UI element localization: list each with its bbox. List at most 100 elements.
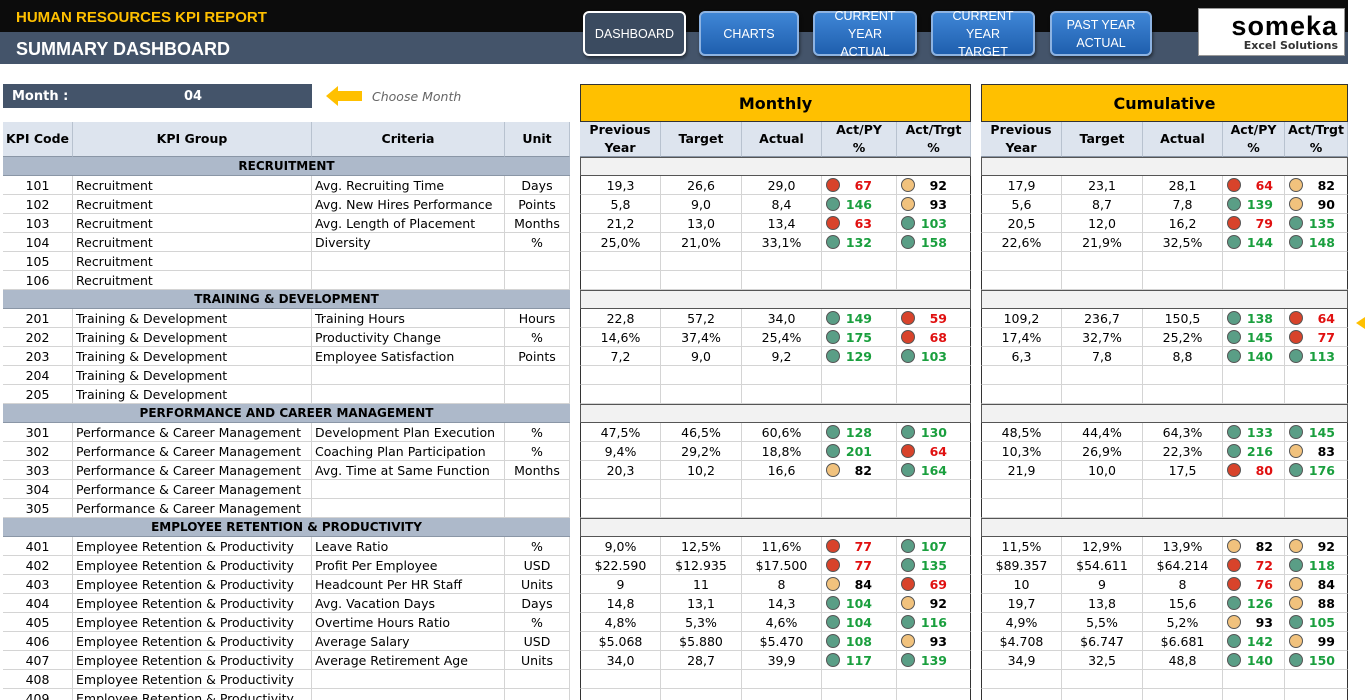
status-dot — [1227, 197, 1241, 211]
indicator-cell: 82 — [822, 461, 897, 480]
table-cell — [505, 252, 570, 271]
status-dot — [1289, 634, 1303, 648]
table-cell — [580, 366, 661, 385]
indicator-value: 84 — [1317, 576, 1335, 592]
status-dot — [826, 311, 840, 325]
indicator-cell: 201 — [822, 442, 897, 461]
indicator-cell: 133 — [1223, 423, 1285, 442]
table-cell: 9,0% — [580, 537, 661, 556]
table-cell — [1062, 385, 1143, 404]
nav-button[interactable]: CHARTS — [699, 11, 799, 56]
table-cell — [1143, 499, 1223, 518]
table-cell: 18,8% — [742, 442, 822, 461]
table-cell: Recruitment — [73, 252, 312, 271]
nav-button[interactable]: CURRENT YEAR ACTUAL — [813, 9, 917, 59]
status-dot — [1227, 596, 1241, 610]
indicator-value: 64 — [929, 443, 947, 459]
table-cell: 48,8 — [1143, 651, 1223, 670]
indicator-cell: 148 — [1285, 233, 1348, 252]
table-cell: 22,3% — [1143, 442, 1223, 461]
table-cell: 25,4% — [742, 328, 822, 347]
table-cell: % — [505, 233, 570, 252]
table-cell: 32,5% — [1143, 233, 1223, 252]
status-dot — [1227, 197, 1241, 211]
table-cell — [742, 499, 822, 518]
indicator-value: 76 — [1255, 576, 1273, 592]
table-cell: 12,5% — [661, 537, 742, 556]
indicator-cell: 77 — [1285, 328, 1348, 347]
status-dot — [826, 330, 840, 344]
logo[interactable]: someka Excel Solutions — [1198, 8, 1345, 56]
indicator-cell: 64 — [1285, 309, 1348, 328]
column-header: Actual — [1143, 122, 1223, 157]
status-dot — [901, 634, 915, 648]
table-cell — [1143, 689, 1223, 700]
status-dot — [901, 311, 915, 325]
status-dot — [1227, 330, 1241, 344]
table-cell — [1143, 252, 1223, 271]
panel-title: Monthly — [580, 84, 971, 122]
table-cell: 19,7 — [981, 594, 1062, 613]
status-dot — [1227, 634, 1241, 648]
table-cell: $5.470 — [742, 632, 822, 651]
table-cell: Months — [505, 461, 570, 480]
status-dot — [901, 330, 915, 344]
table-cell — [1062, 499, 1143, 518]
indicator-cell: 64 — [897, 442, 971, 461]
indicator-cell — [822, 670, 897, 689]
indicator-cell — [897, 689, 971, 700]
nav-button[interactable]: CURRENT YEAR TARGET — [931, 9, 1035, 59]
status-dot — [901, 634, 915, 648]
indicator-cell — [1285, 689, 1348, 700]
table-cell — [505, 689, 570, 700]
status-dot — [1227, 634, 1241, 648]
month-value[interactable]: 04 — [183, 88, 203, 104]
nav-button[interactable]: DASHBOARD — [583, 11, 686, 56]
indicator-cell: 118 — [1285, 556, 1348, 575]
indicator-cell: 77 — [822, 556, 897, 575]
status-dot — [826, 539, 840, 553]
status-dot — [1289, 311, 1303, 325]
status-dot — [1289, 615, 1303, 629]
table-cell: 201 — [3, 309, 73, 328]
table-cell: 46,5% — [661, 423, 742, 442]
status-dot — [1289, 330, 1303, 344]
table-cell: 10 — [981, 575, 1062, 594]
table-cell: 6,3 — [981, 347, 1062, 366]
indicator-cell: 76 — [1223, 575, 1285, 594]
table-cell — [661, 499, 742, 518]
indicator-cell: 145 — [1285, 423, 1348, 442]
status-dot — [1289, 349, 1303, 363]
status-dot — [826, 444, 840, 458]
nav-button[interactable]: PAST YEAR ACTUAL — [1050, 11, 1152, 56]
indicator-cell: 93 — [897, 632, 971, 651]
table-cell: 57,2 — [661, 309, 742, 328]
column-header: Previous Year — [981, 122, 1062, 157]
status-dot — [901, 653, 915, 667]
table-cell — [742, 271, 822, 290]
table-cell — [981, 252, 1062, 271]
indicator-cell: 82 — [1223, 537, 1285, 556]
indicator-value: 59 — [929, 310, 947, 326]
indicator-cell: 132 — [822, 233, 897, 252]
status-dot — [1227, 425, 1241, 439]
indicator-value: 135 — [920, 557, 947, 573]
table-cell: 407 — [3, 651, 73, 670]
table-cell: Units — [505, 575, 570, 594]
month-label: Month : — [12, 88, 69, 104]
status-dot — [826, 577, 840, 591]
indicator-value: 145 — [1308, 424, 1335, 440]
indicator-cell: 126 — [1223, 594, 1285, 613]
table-cell: 4,8% — [580, 613, 661, 632]
indicator-value: 140 — [1246, 348, 1273, 364]
table-cell: 13,9% — [1143, 537, 1223, 556]
table-cell: $54.611 — [1062, 556, 1143, 575]
table-cell: Avg. Length of Placement — [312, 214, 505, 233]
table-cell: 34,0 — [742, 309, 822, 328]
status-dot — [1227, 216, 1241, 230]
table-cell: 21,9 — [981, 461, 1062, 480]
indicator-value: 145 — [1246, 329, 1273, 345]
table-cell: 205 — [3, 385, 73, 404]
table-cell: 103 — [3, 214, 73, 233]
table-cell — [312, 271, 505, 290]
